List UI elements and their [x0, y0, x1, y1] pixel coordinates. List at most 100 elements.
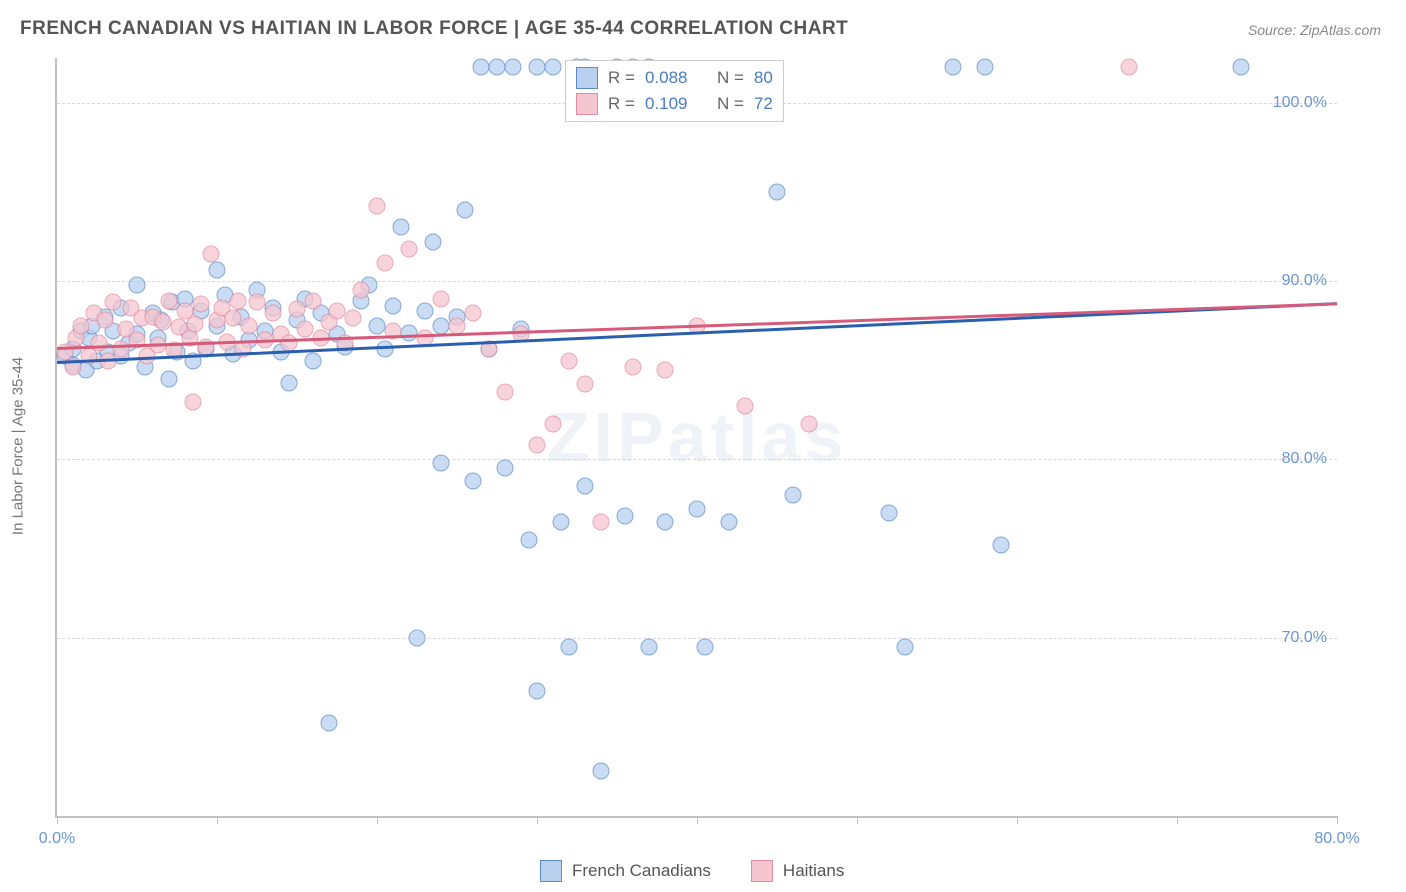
- data-point: [737, 397, 754, 414]
- data-point: [497, 383, 514, 400]
- data-point: [657, 513, 674, 530]
- data-point: [329, 303, 346, 320]
- data-point: [97, 312, 114, 329]
- data-point: [393, 219, 410, 236]
- data-point: [265, 305, 282, 322]
- data-point: [641, 638, 658, 655]
- legend-swatch: [540, 860, 562, 882]
- stats-n-label: N =: [717, 68, 744, 88]
- data-point: [433, 454, 450, 471]
- data-point: [521, 531, 538, 548]
- data-point: [225, 310, 242, 327]
- data-point: [297, 321, 314, 338]
- data-point: [209, 262, 226, 279]
- x-tick: [217, 816, 218, 824]
- data-point: [289, 301, 306, 318]
- grid-line: [57, 281, 1337, 282]
- data-point: [697, 638, 714, 655]
- data-point: [561, 638, 578, 655]
- data-point: [721, 513, 738, 530]
- data-point: [657, 362, 674, 379]
- data-point: [377, 255, 394, 272]
- data-point: [241, 317, 258, 334]
- x-tick: [1177, 816, 1178, 824]
- data-point: [369, 198, 386, 215]
- stats-r-label: R =: [608, 68, 635, 88]
- data-point: [505, 58, 522, 75]
- stats-row: R =0.109 N =72: [576, 91, 773, 117]
- data-point: [529, 437, 546, 454]
- data-point: [449, 317, 466, 334]
- x-tick: [1017, 816, 1018, 824]
- data-point: [401, 324, 418, 341]
- data-point: [801, 415, 818, 432]
- data-point: [73, 317, 90, 334]
- data-point: [545, 58, 562, 75]
- data-point: [401, 240, 418, 257]
- data-point: [281, 374, 298, 391]
- stats-row: R =0.088 N =80: [576, 65, 773, 91]
- plot-area: ZIPatlas 70.0%80.0%90.0%100.0%0.0%80.0%: [55, 58, 1337, 818]
- data-point: [305, 292, 322, 309]
- x-tick: [857, 816, 858, 824]
- data-point: [529, 683, 546, 700]
- data-point: [561, 353, 578, 370]
- data-point: [577, 478, 594, 495]
- watermark-text: ZIPatlas: [547, 397, 847, 477]
- data-point: [465, 472, 482, 489]
- data-point: [385, 297, 402, 314]
- bottom-legend: French CanadiansHaitians: [540, 860, 874, 882]
- data-point: [529, 58, 546, 75]
- data-point: [689, 501, 706, 518]
- data-point: [417, 303, 434, 320]
- data-point: [553, 513, 570, 530]
- y-tick-label: 70.0%: [1282, 629, 1327, 647]
- data-point: [945, 58, 962, 75]
- data-point: [249, 294, 266, 311]
- grid-line: [57, 459, 1337, 460]
- data-point: [113, 340, 130, 357]
- stats-n-value: 72: [754, 94, 773, 114]
- data-point: [186, 315, 203, 332]
- data-point: [161, 292, 178, 309]
- data-point: [1121, 58, 1138, 75]
- x-tick: [377, 816, 378, 824]
- chart-title: FRENCH CANADIAN VS HAITIAN IN LABOR FORC…: [20, 18, 848, 40]
- x-tick: [697, 816, 698, 824]
- x-tick-label: 0.0%: [39, 830, 75, 848]
- data-point: [593, 763, 610, 780]
- data-point: [433, 290, 450, 307]
- data-point: [129, 276, 146, 293]
- y-tick-label: 90.0%: [1282, 272, 1327, 290]
- source-attribution: Source: ZipAtlas.com: [1248, 22, 1381, 38]
- stats-n-label: N =: [717, 94, 744, 114]
- legend-label: Haitians: [783, 861, 844, 881]
- legend-swatch: [751, 860, 773, 882]
- data-point: [425, 233, 442, 250]
- data-point: [185, 394, 202, 411]
- data-point: [433, 317, 450, 334]
- data-point: [465, 305, 482, 322]
- stats-n-value: 80: [754, 68, 773, 88]
- data-point: [345, 310, 362, 327]
- data-point: [202, 246, 219, 263]
- data-point: [161, 371, 178, 388]
- legend-swatch: [576, 67, 598, 89]
- data-point: [977, 58, 994, 75]
- data-point: [769, 183, 786, 200]
- stats-r-label: R =: [608, 94, 635, 114]
- data-point: [593, 513, 610, 530]
- data-point: [785, 486, 802, 503]
- x-tick: [57, 816, 58, 824]
- x-tick: [537, 816, 538, 824]
- y-tick-label: 80.0%: [1282, 450, 1327, 468]
- data-point: [625, 358, 642, 375]
- data-point: [353, 281, 370, 298]
- data-point: [577, 376, 594, 393]
- data-point: [105, 294, 122, 311]
- data-point: [229, 292, 246, 309]
- chart-container: FRENCH CANADIAN VS HAITIAN IN LABOR FORC…: [0, 0, 1406, 892]
- data-point: [409, 629, 426, 646]
- data-point: [377, 340, 394, 357]
- data-point: [897, 638, 914, 655]
